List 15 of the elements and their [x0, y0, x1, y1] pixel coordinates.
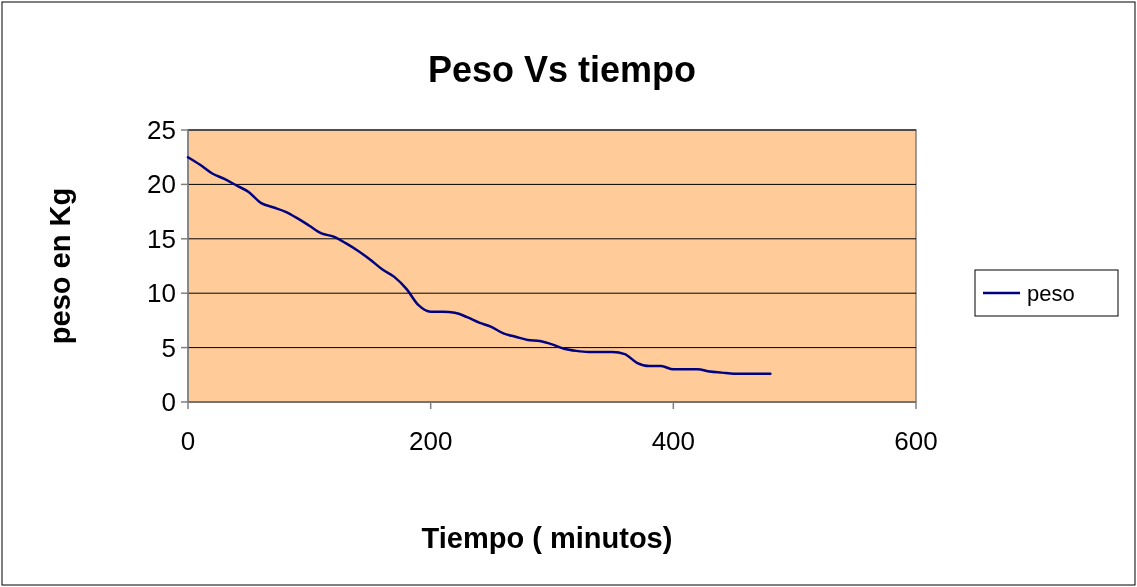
y-tick-label: 0 [161, 387, 176, 417]
y-tick-label: 25 [147, 115, 176, 145]
line-series [186, 155, 772, 375]
legend-label: peso [1027, 280, 1075, 306]
y-tick-label: 5 [161, 332, 176, 363]
y-tick-label: 10 [147, 278, 176, 309]
y-tick-label: 20 [147, 169, 176, 200]
x-tick-label: 400 [651, 426, 696, 456]
y-tick-label: 15 [147, 223, 176, 254]
x-tick-label: 0 [180, 426, 196, 456]
x-tick-label: 600 [894, 426, 938, 456]
y-axis-title: peso en Kg [44, 187, 76, 345]
x-axis-title: Tiempo ( minutos) [421, 522, 673, 554]
chart-title: Peso Vs tiempo [427, 49, 697, 90]
x-tick-label: 200 [408, 426, 453, 456]
